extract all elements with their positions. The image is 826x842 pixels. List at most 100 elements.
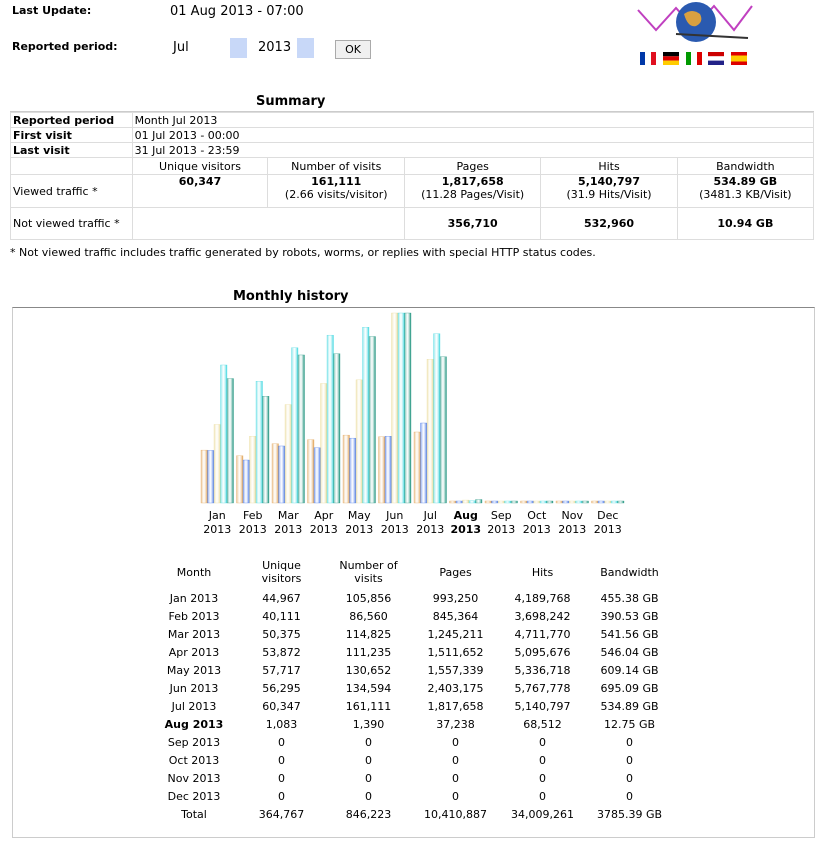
row-label: First visit [10, 127, 133, 143]
cell: Mar 2013 [167, 627, 221, 641]
bar [349, 437, 357, 504]
flags[interactable] [640, 52, 747, 65]
cell: 0 [539, 753, 546, 767]
cell: 0 [539, 735, 546, 749]
cell: 993,250 [432, 591, 479, 605]
cell: Oct 2013 [168, 753, 220, 767]
row: Reported period Month Jul 2013 [10, 112, 815, 128]
bar [368, 336, 376, 504]
bar [249, 436, 257, 504]
cell: 455.38 GB [600, 591, 659, 605]
bar [313, 447, 321, 504]
row: Jul 2013 60,347 161,111 1,817,658 5,140,797 5… [150, 697, 673, 715]
value: 01 Aug 2013 - 07:00 [170, 4, 304, 19]
cell: 4,711,770 [514, 627, 571, 641]
value: 10.94 GB [676, 207, 815, 240]
cell: 0 [278, 735, 285, 749]
total-row: Total 364,767 846,223 10,410,887 34,009,261 3… [150, 805, 673, 823]
year-label: 2013 [523, 523, 551, 536]
bar [226, 378, 234, 504]
bar [455, 500, 463, 504]
bar [520, 500, 528, 504]
cell: Sep 2013 [167, 735, 221, 749]
value: 532,960 [540, 207, 678, 240]
bar [384, 436, 392, 504]
year-label: 2013 [310, 523, 338, 536]
row: Apr 2013 53,872 111,235 1,511,652 5,095,676 5… [150, 643, 673, 661]
row-label: Reported period [10, 112, 133, 128]
cell: 12.75 GB [603, 717, 656, 731]
cell: 0 [626, 753, 633, 767]
bar [271, 443, 279, 504]
cell: 364,767 [258, 807, 305, 821]
bar [284, 404, 292, 504]
cell: 161,111 [345, 699, 392, 713]
label: Reported period: [12, 40, 118, 53]
cell: Total [181, 807, 207, 821]
cell: Feb 2013 [168, 609, 220, 623]
row: May 2013 57,717 130,652 1,557,339 5,336,718 6… [150, 661, 673, 679]
cell: Nov 2013 [167, 771, 221, 785]
bar [207, 450, 215, 504]
bar [355, 379, 363, 504]
bar [242, 459, 250, 504]
cell: 5,140,797 (31.9 Hits/Visit) [540, 174, 678, 208]
column-header: Hits [540, 157, 678, 175]
row: Nov 2013 0 0 0 0 0 [150, 769, 673, 787]
bar [539, 500, 547, 504]
bar [220, 364, 228, 504]
bar [307, 439, 315, 504]
row: Aug 2013 1,083 1,390 37,238 68,512 12.75 GB [150, 715, 673, 733]
year-label: 2013 [594, 523, 622, 536]
summary-table: Reported period Month Jul 2013 First visit… [10, 112, 815, 240]
bar [362, 327, 370, 504]
select-arrow[interactable] [230, 38, 247, 58]
month-label: Jul [423, 509, 437, 522]
cell: 3,698,242 [514, 609, 571, 623]
month-select[interactable]: Jul [173, 40, 189, 55]
bar [546, 500, 554, 504]
bar [491, 500, 499, 504]
bar [439, 356, 447, 504]
cell: 134,594 [345, 681, 392, 695]
row-label: Last visit [10, 142, 133, 158]
cell: Jun 2013 [169, 681, 219, 695]
bar [278, 445, 286, 504]
bar [404, 312, 412, 504]
cell: 0 [365, 771, 372, 785]
bar [291, 347, 299, 504]
row-value: Month Jul 2013 [131, 112, 815, 128]
year-select[interactable]: 2013 [258, 40, 292, 55]
label: Last Update: [12, 4, 92, 17]
row: Oct 2013 0 0 0 0 0 [150, 751, 673, 769]
year-label: 2013 [239, 523, 267, 536]
column-header: Unique visitors [131, 157, 269, 175]
select-arrow[interactable] [297, 38, 314, 58]
ok-button[interactable]: OK [335, 40, 371, 59]
cell: 56,295 [262, 681, 301, 695]
cell: Apr 2013 [168, 645, 220, 659]
cell: Aug 2013 [164, 717, 224, 731]
month-label: Jun [385, 509, 403, 522]
bar [617, 500, 625, 504]
cell: 0 [539, 789, 546, 803]
row: Dec 2013 0 0 0 0 0 [150, 787, 673, 805]
cell: 114,825 [345, 627, 392, 641]
cell: 695.09 GB [600, 681, 659, 695]
cell: 10,410,887 [424, 807, 487, 821]
column-header: Unique visitors [261, 559, 302, 585]
cell: 534.89 GB [600, 699, 659, 713]
month-label: Feb [243, 509, 262, 522]
history-chart: Jan2013Feb2013Mar2013Apr2013May2013Jun20… [200, 312, 625, 536]
year-label: 2013 [203, 523, 231, 536]
cell: 0 [278, 789, 285, 803]
section-title: Summary [256, 94, 326, 109]
bar [562, 500, 570, 504]
bar [342, 434, 350, 504]
row-value: 31 Jul 2013 - 23:59 [131, 142, 815, 158]
cell: 86,560 [349, 609, 388, 623]
row: Viewed traffic * 60,347 161,111 (2.66 visit… [10, 174, 815, 208]
header-row: Month Unique visitors Number of visits Page… [150, 555, 673, 589]
row: Sep 2013 0 0 0 0 0 [150, 733, 673, 751]
